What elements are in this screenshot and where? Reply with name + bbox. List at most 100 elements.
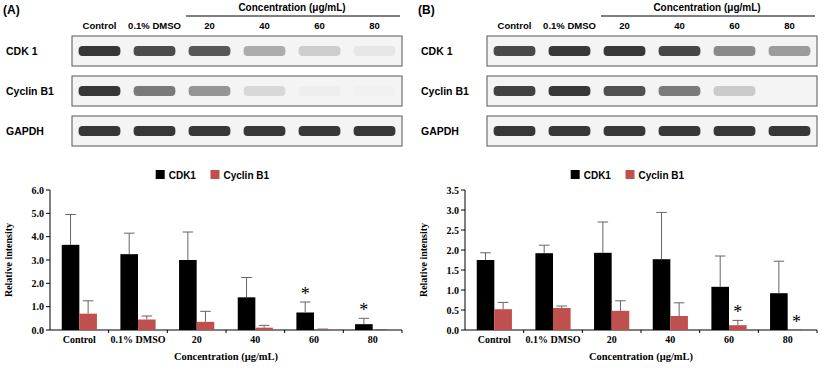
bar	[373, 329, 391, 330]
x-tick	[758, 330, 759, 333]
lane-label: 80	[784, 20, 795, 31]
blot-frame	[72, 36, 402, 66]
legend: CDK1Cyclin B1	[156, 170, 270, 181]
error-bar	[200, 311, 211, 322]
figure: (A) Concentration (μg/mL) Control 0.1% DMSO…	[0, 0, 827, 370]
blot-band	[659, 46, 701, 56]
error-bar	[318, 329, 329, 330]
error-bar	[241, 278, 252, 298]
error-bar	[498, 302, 509, 309]
x-tick	[699, 330, 700, 333]
bar	[79, 314, 97, 330]
x-tick-label: 40	[665, 334, 675, 345]
lane-label: 60	[729, 20, 740, 31]
bar	[494, 309, 512, 330]
x-tick-label: 20	[192, 334, 202, 345]
y-axis	[465, 190, 466, 330]
bar	[711, 287, 729, 330]
blot-band	[714, 46, 756, 56]
bar	[62, 245, 80, 330]
blot-band	[299, 46, 341, 56]
y-axis-title: Relative intensity	[418, 223, 429, 297]
lane-label: 0.1% DMSO	[543, 20, 596, 31]
blot-band	[244, 86, 286, 96]
y-tick-label: 2.5	[447, 225, 460, 236]
y-tick-label: 0.0	[447, 325, 460, 336]
bar	[238, 297, 256, 330]
error-bar	[65, 215, 76, 245]
blot-band	[299, 126, 341, 136]
y-tick-label: 1.0	[447, 285, 460, 296]
y-tick	[46, 283, 50, 284]
blot-band	[549, 86, 591, 96]
y-tick-label: 2.0	[32, 278, 45, 289]
blot-band	[714, 86, 756, 96]
blot-band	[189, 126, 231, 136]
panel-label: (A)	[3, 3, 20, 17]
error-bar	[124, 233, 135, 254]
x-tick-label: 80	[783, 334, 793, 345]
y-tick	[461, 230, 465, 231]
y-axis-title: Relative intensity	[3, 223, 14, 297]
x-tick	[817, 330, 818, 333]
x-tick-label: 60	[309, 334, 319, 345]
y-tick-label: 0.0	[32, 325, 45, 336]
blot-band	[79, 86, 121, 96]
legend-label: Cyclin B1	[639, 170, 685, 181]
blot-band	[134, 126, 176, 136]
blot-band	[769, 46, 811, 56]
error-bar	[674, 303, 685, 316]
lane-label: 80	[369, 20, 380, 31]
y-tick	[46, 306, 50, 307]
blot-band	[354, 46, 396, 56]
bar	[553, 308, 571, 330]
significance-marker: *	[733, 302, 742, 322]
x-tick-label: 0.1% DMSO	[526, 334, 581, 345]
bar	[197, 322, 215, 330]
bar	[535, 253, 553, 330]
y-tick-label: 3.0	[447, 205, 460, 216]
blot-band	[354, 86, 396, 96]
legend-swatch	[571, 170, 580, 179]
x-tick	[108, 330, 109, 333]
blot-frame	[72, 76, 402, 106]
header-line	[601, 16, 815, 17]
bar	[770, 293, 788, 330]
header-line	[186, 16, 400, 17]
blot-band	[604, 126, 646, 136]
error-bar	[376, 329, 387, 330]
blot-band	[189, 86, 231, 96]
lane-label: 60	[314, 20, 325, 31]
blot-band	[549, 126, 591, 136]
blot-band	[659, 126, 701, 136]
error-bar	[259, 325, 270, 327]
y-tick-label: 3.5	[447, 185, 460, 196]
blot-band	[244, 46, 286, 56]
x-tick-label: 40	[250, 334, 260, 345]
plot-marks	[477, 212, 802, 330]
y-tick	[46, 260, 50, 261]
blot-band	[494, 86, 536, 96]
y-tick	[461, 330, 465, 331]
blot-band	[299, 86, 341, 96]
error-bar	[183, 232, 194, 260]
lane-label: Control	[498, 20, 532, 31]
bar	[138, 320, 156, 331]
error-bar	[656, 212, 667, 259]
x-axis-title: Concentration (μg/mL)	[589, 351, 694, 363]
x-tick	[582, 330, 583, 333]
x-tick-label: Control	[63, 334, 96, 345]
x-tick-label: 0.1% DMSO	[111, 334, 166, 345]
x-tick-label: 60	[724, 334, 734, 345]
x-tick-label: Control	[478, 334, 511, 345]
legend-swatch	[626, 170, 635, 179]
row-label: Cyclin B1	[6, 85, 54, 97]
bar	[729, 325, 747, 330]
x-tick-label: 20	[607, 334, 617, 345]
bar	[477, 260, 495, 330]
panel-label: (B)	[418, 3, 435, 17]
blot-frame	[72, 116, 402, 146]
blot-band	[494, 46, 536, 56]
blot-frame	[487, 76, 817, 106]
legend: CDK1Cyclin B1	[571, 170, 685, 181]
